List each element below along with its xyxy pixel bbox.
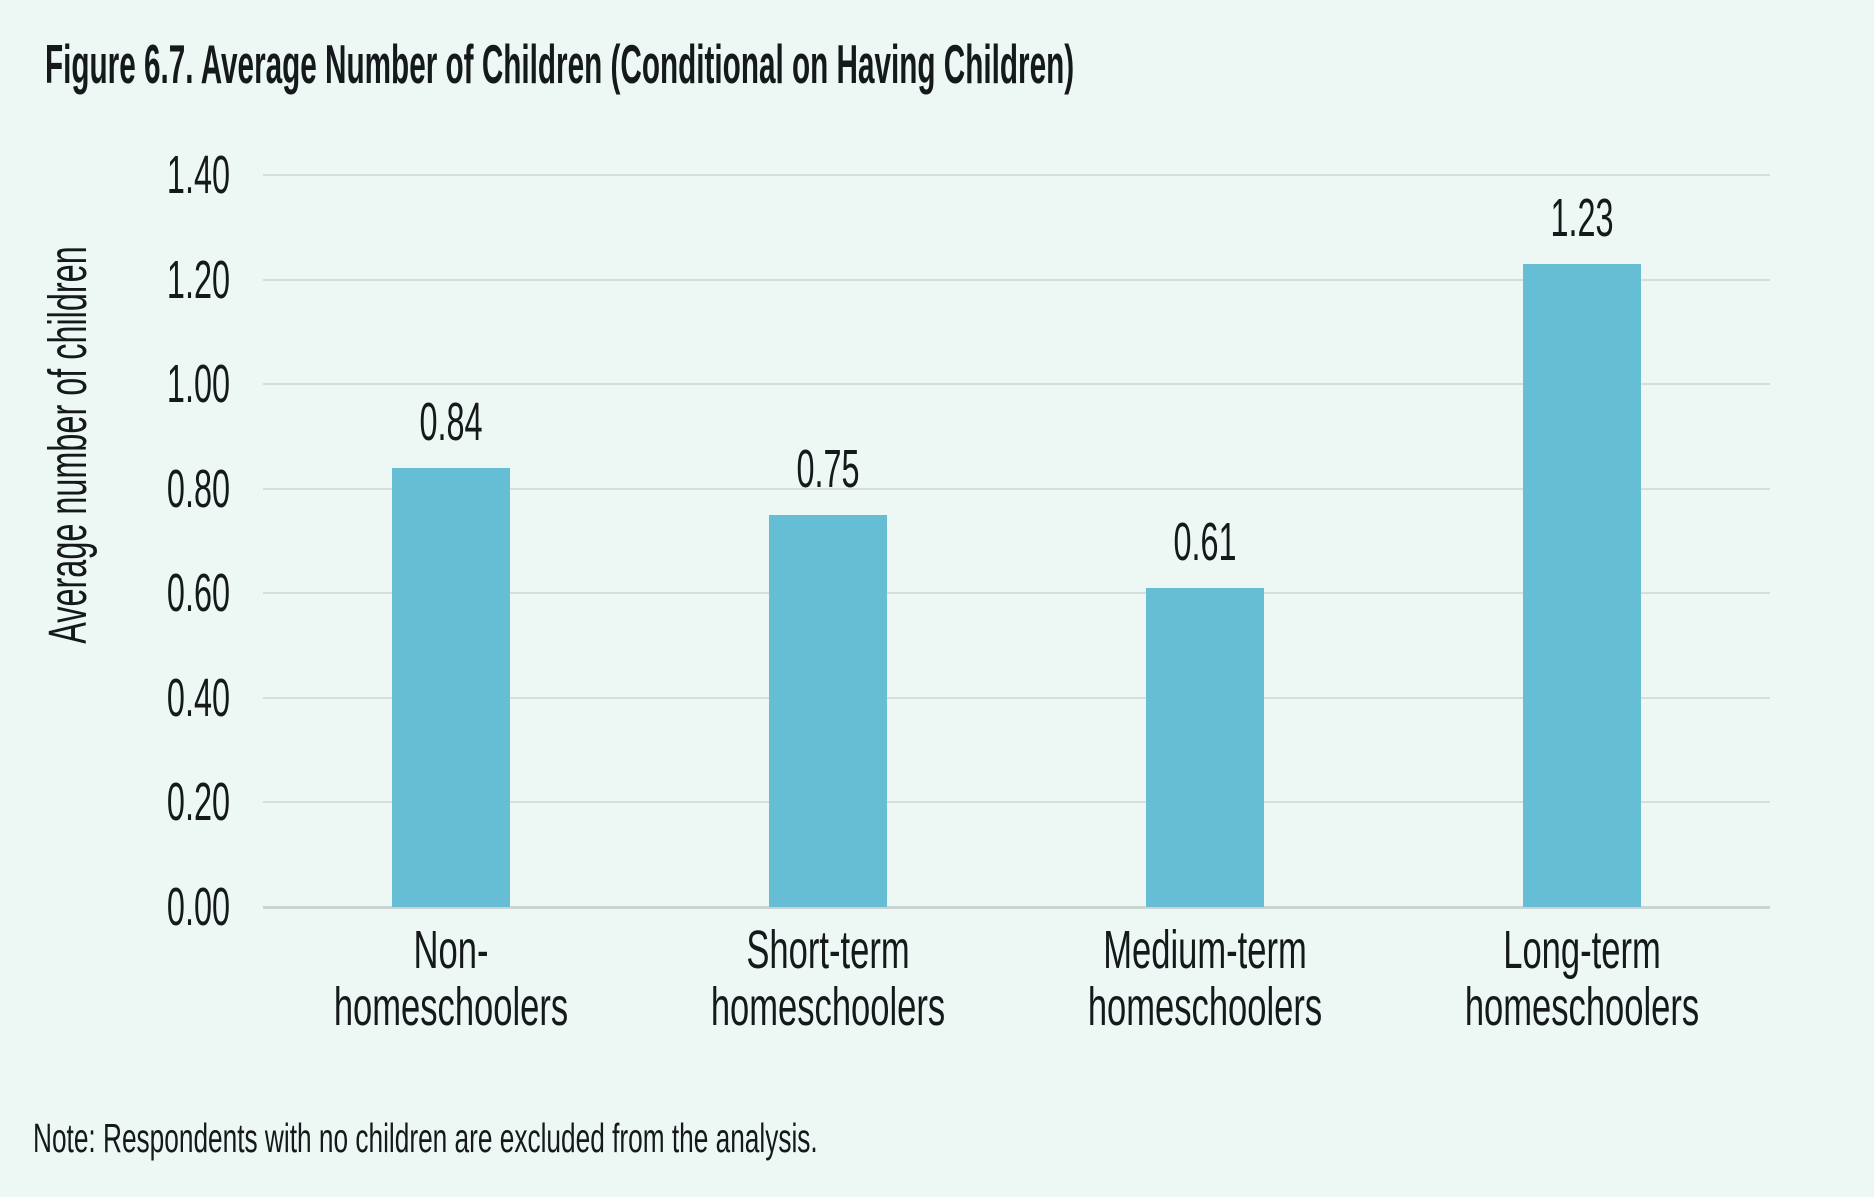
figure-note: Note: Respondents with no children are e… <box>33 1115 818 1161</box>
gridline-1.20 <box>263 278 1770 281</box>
x-axis-baseline <box>263 906 1770 909</box>
value-label-non-homeschoolers: 0.84 <box>419 391 483 452</box>
y-tick-label-1.00: 1.00 <box>166 354 230 415</box>
y-tick-label-0.60: 0.60 <box>166 563 230 624</box>
x-tick-label-line: homeschoolers <box>710 977 946 1037</box>
y-tick-label-1.40: 1.40 <box>166 145 230 205</box>
y-tick-label-0.20: 0.20 <box>166 772 230 833</box>
x-tick-label-medium-term-homeschoolers: Medium-term homeschoolers <box>1083 922 1326 1036</box>
x-tick-label-short-term-homeschoolers: Short-term homeschoolers <box>707 922 950 1036</box>
figure-title: Figure 6.7. Average Number of Children (… <box>45 33 1075 95</box>
value-label-long-term-homeschoolers: 1.23 <box>1550 187 1614 248</box>
y-tick-label-0.40: 0.40 <box>166 667 230 728</box>
gridline-0.60 <box>263 592 1770 595</box>
gridline-0.20 <box>263 801 1770 804</box>
value-label-medium-term-homeschoolers: 0.61 <box>1173 512 1237 573</box>
x-tick-label-line: Medium-term <box>1103 920 1307 980</box>
gridline-0.40 <box>263 696 1770 699</box>
x-tick-label-line: homeschoolers <box>1464 977 1699 1037</box>
gridline-1.40 <box>263 174 1770 176</box>
y-axis-title: Average number of children <box>38 246 98 644</box>
x-tick-label-line: Short-term <box>746 920 910 980</box>
x-tick-label-long-term-homeschoolers: Long-term homeschoolers <box>1460 922 1703 1036</box>
bar-long-term-homeschoolers <box>1522 263 1641 907</box>
y-tick-label-0.00: 0.00 <box>166 877 230 937</box>
y-tick-label-0.80: 0.80 <box>166 458 230 519</box>
bar-short-term-homeschoolers <box>769 514 888 907</box>
bar-medium-term-homeschoolers <box>1145 588 1264 907</box>
x-tick-label-line: Non-homeschoolers <box>334 920 569 1037</box>
y-tick-label-1.20: 1.20 <box>166 249 230 310</box>
x-tick-label-line: homeschoolers <box>1087 977 1323 1037</box>
bar-non-homeschoolers <box>392 467 511 907</box>
gridline-0.80 <box>263 487 1770 490</box>
x-tick-label-line: Long-term <box>1502 920 1661 980</box>
x-tick-label-non-homeschoolers: Non-homeschoolers <box>330 922 573 1036</box>
value-label-short-term-homeschoolers: 0.75 <box>796 438 860 499</box>
gridline-1.00 <box>263 383 1770 386</box>
